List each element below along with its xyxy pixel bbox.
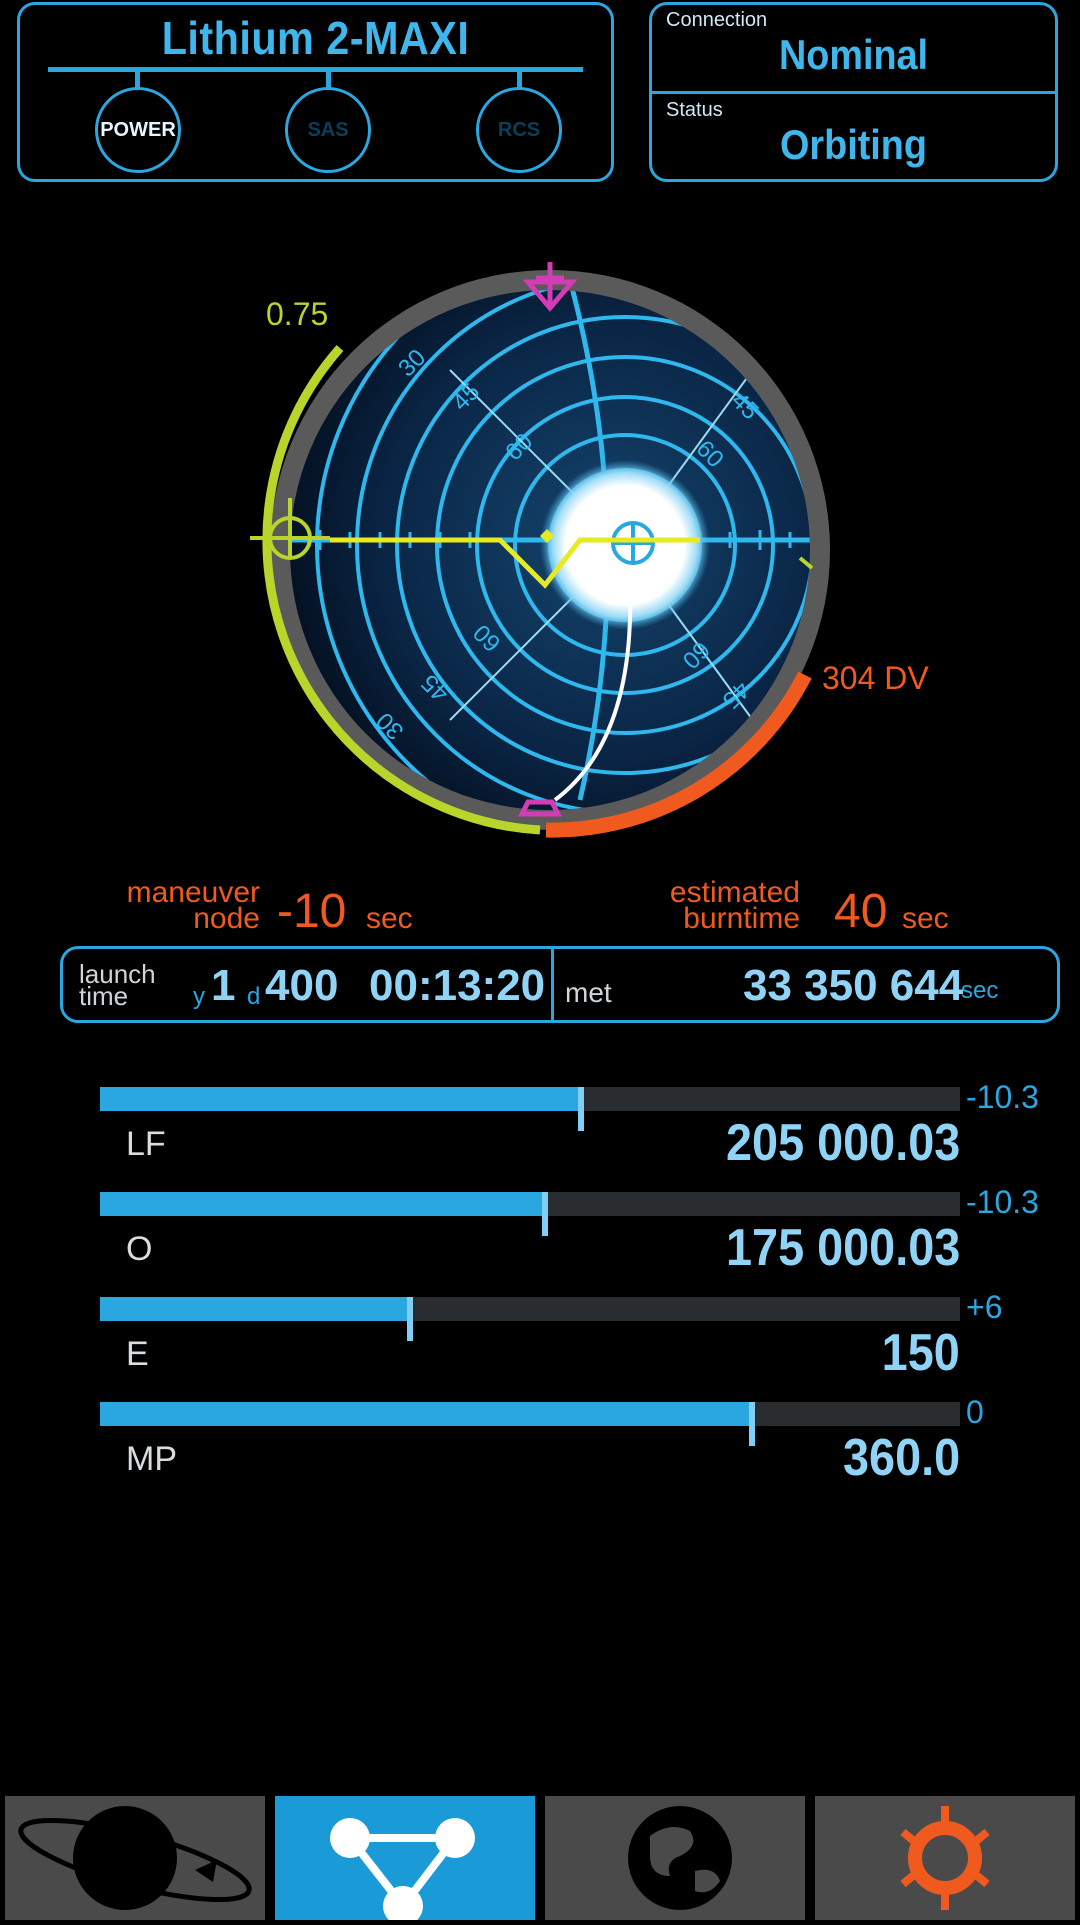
attitude-indicator — [330, 537, 700, 589]
met-label: met — [565, 977, 612, 1008]
resource-bar-marker — [748, 1402, 755, 1446]
year-prefix: y — [193, 983, 205, 1010]
prograde-marker-icon — [611, 521, 655, 565]
met-unit: sec — [961, 977, 999, 1004]
resource-value: 150 — [881, 1324, 960, 1382]
trajectory-line — [553, 584, 633, 802]
burntime-label: estimated burntime — [630, 876, 800, 935]
resource-bar — [100, 1402, 960, 1446]
bus-stub — [135, 67, 140, 89]
throttle-value: 0.75 — [266, 296, 329, 332]
met-value: 33 350 644 — [743, 961, 964, 1010]
day-value: 400 — [265, 961, 339, 1010]
status-divider — [652, 91, 1055, 94]
resource-bar — [100, 1297, 960, 1341]
tab-maneuver[interactable] — [275, 1796, 535, 1925]
resource-label: MP — [126, 1440, 177, 1478]
throttle-tick — [798, 556, 814, 570]
dv-arc — [545, 671, 812, 838]
node-graph-icon — [330, 1818, 475, 1925]
vessel-name: Lithium 2-MAXI — [161, 12, 470, 64]
target-crosshair-icon[interactable] — [250, 498, 330, 560]
resource-bar — [100, 1087, 960, 1131]
resource-value: 175 000.03 — [725, 1219, 960, 1277]
launch-time-label-line1: launch — [79, 959, 156, 989]
resource-value: 205 000.03 — [725, 1114, 960, 1172]
attitude-diamond-icon — [540, 529, 554, 543]
status-value: Orbiting — [780, 121, 927, 168]
burntime-unit: sec — [902, 902, 949, 935]
navball[interactable]: 30 45 60 60 45 60 45 30 60 45 — [240, 240, 840, 840]
resource-bar — [100, 1192, 960, 1236]
maneuver-node-label-line2: node — [193, 902, 260, 935]
vessel-panel: Lithium 2-MAXI POWER SAS RCS — [17, 2, 614, 182]
resource-bar-marker — [577, 1087, 584, 1131]
status-label: Status — [666, 99, 723, 121]
connection-value: Nominal — [778, 31, 929, 78]
resource-rate: +6 — [966, 1289, 1003, 1325]
resource-label: O — [126, 1230, 153, 1268]
throttle-arc — [262, 345, 541, 835]
resource-bar-fill — [100, 1402, 752, 1426]
resource-bar-fill — [100, 1192, 543, 1216]
launch-time-label-line2: time — [79, 981, 129, 1011]
resource-bar-marker — [542, 1192, 549, 1236]
maneuver-node-unit: sec — [366, 902, 413, 935]
bus-line — [48, 67, 583, 72]
year-value: 1 — [211, 961, 236, 1010]
maneuver-node-label-line1: maneuver — [126, 876, 260, 909]
day-prefix: d — [247, 983, 261, 1010]
burntime-label-line1: estimated — [669, 876, 800, 909]
resource-label: LF — [126, 1125, 166, 1163]
burntime-value: 40 — [834, 885, 888, 938]
resource-bar-marker — [406, 1297, 413, 1341]
rcs-button[interactable]: RCS — [476, 87, 562, 173]
power-button[interactable]: POWER — [95, 87, 181, 173]
time-panel: launch time y 1 d 400 00:13:20 met 33 35… — [60, 946, 1060, 1023]
time-divider — [551, 949, 554, 1020]
maneuver-node-value: -10 — [277, 885, 347, 938]
launch-clock: 00:13:20 — [369, 961, 546, 1010]
launch-time-label: launch time — [79, 959, 156, 1011]
globe-icon — [628, 1806, 732, 1910]
resource-rate: 0 — [966, 1394, 984, 1430]
bus-stub — [517, 67, 522, 89]
resource-bar-fill — [100, 1297, 410, 1321]
resource-rate: -10.3 — [966, 1184, 1039, 1220]
maneuver-node-label: maneuver node — [100, 876, 260, 935]
resource-value: 360.0 — [842, 1429, 960, 1487]
bus-stub — [326, 67, 331, 89]
connection-label: Connection — [666, 9, 768, 31]
gear-icon — [900, 1806, 990, 1910]
burntime-label-line2: burntime — [683, 902, 800, 935]
top-marker-icon — [522, 262, 578, 312]
tab-surface[interactable] — [545, 1796, 805, 1920]
resource-label: E — [126, 1335, 149, 1373]
bottom-marker-icon — [517, 799, 563, 817]
resource-rate: -10.3 — [966, 1079, 1039, 1115]
dv-value: 304 DV — [822, 660, 929, 696]
rcs-button-label: RCS — [497, 118, 541, 141]
tab-settings[interactable] — [815, 1796, 1075, 1920]
sas-button[interactable]: SAS — [285, 87, 371, 173]
status-panel: Connection Nominal Status Orbiting — [649, 2, 1058, 182]
power-button-label: POWER — [100, 118, 176, 141]
planet-orbit-icon — [18, 1806, 252, 1910]
sas-button-label: SAS — [307, 118, 349, 141]
resource-bar-fill — [100, 1087, 582, 1111]
tab-orbit[interactable] — [5, 1796, 265, 1920]
